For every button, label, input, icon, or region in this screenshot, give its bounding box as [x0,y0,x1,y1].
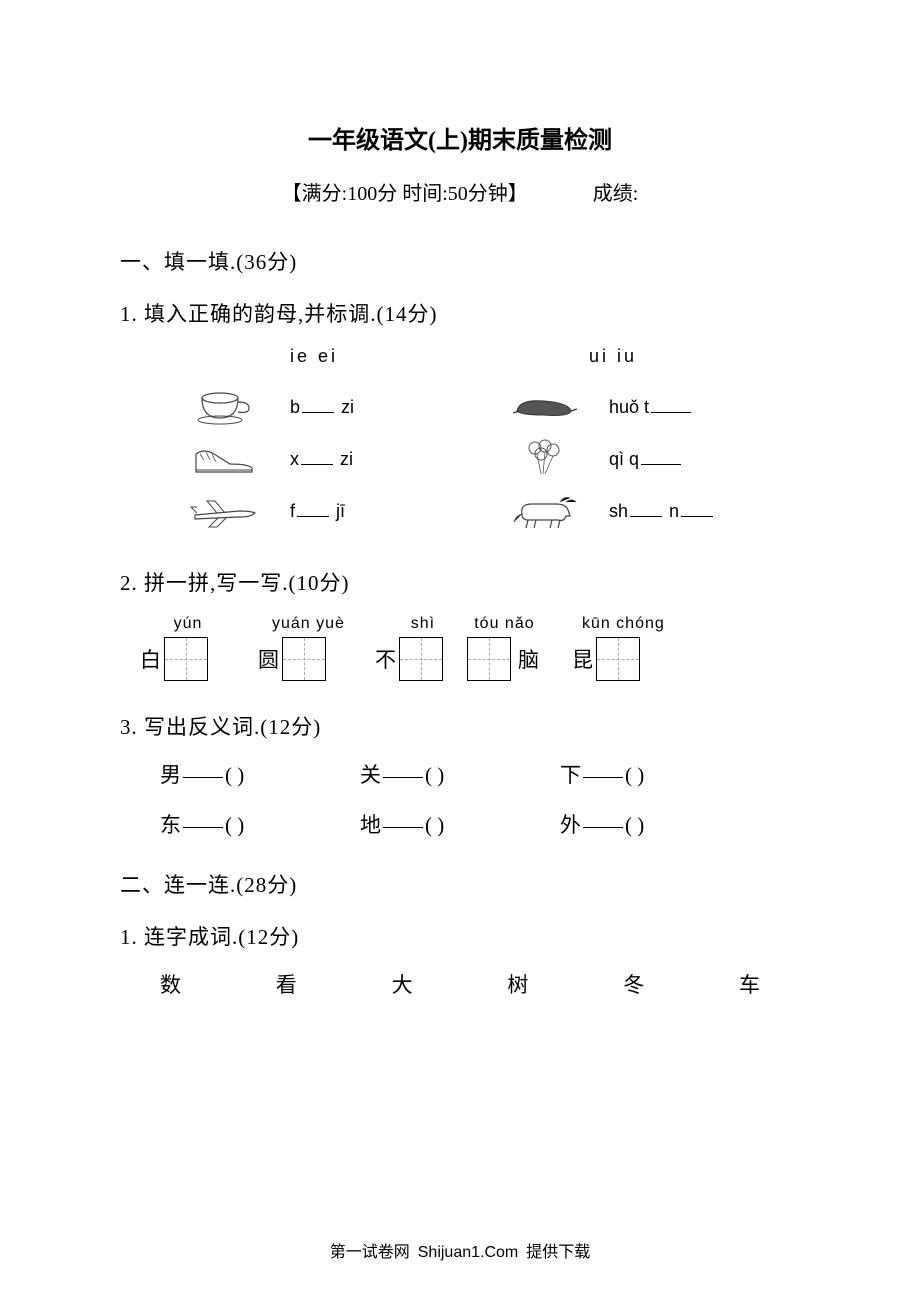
lead-char: 不 [375,644,396,674]
connect-char: 树 [507,969,528,999]
q1-container: ie ei ui iu b zi huǒ t [120,346,800,537]
char-box[interactable] [282,637,326,681]
q1-left-header: ie ei [180,346,499,367]
trail-char: 脑 [518,644,539,674]
q1-right-row1-text: huǒ t [589,397,693,418]
s2-question-1-header: 1. 连字成词.(12分) [120,921,800,951]
connect-char: 数 [160,969,181,999]
balloons-icon [499,438,589,480]
q1-left-row1-text: b zi [270,397,354,418]
question-2-header: 2. 拼一拼,写一写.(10分) [120,567,800,597]
pinyin-text: shì [411,615,435,633]
q1-left-row3-text: f jī [270,501,345,522]
s2-row: 数 看 大 树 冬 车 [120,969,800,999]
q1-right-header: ui iu [499,346,760,367]
char-box[interactable] [596,637,640,681]
lead-char: 圆 [258,644,279,674]
char-box[interactable] [399,637,443,681]
pinyin-text: kūn chóng [582,615,665,633]
pinyin-text: yuán yuè [272,615,345,633]
antonym-item: 男( ) [160,759,360,789]
section-2-header: 二、连一连.(28分) [120,869,800,899]
char-box[interactable] [164,637,208,681]
blank-input[interactable] [641,449,681,465]
blank-input[interactable] [681,501,713,517]
q1-right-row3-text: sh n [589,501,715,522]
shoe-icon [180,438,270,480]
score-label: 成绩: [593,183,639,205]
antonym-item: 外( ) [560,809,760,839]
section-1-header: 一、填一填.(36分) [120,246,800,276]
lead-char: 白 [140,644,161,674]
blank-input[interactable] [301,449,333,465]
q1-right-row2-text: qì q [589,449,683,470]
char-box[interactable] [467,637,511,681]
buffalo-icon [499,490,589,532]
q1-left-row2-text: x zi [270,449,353,470]
q2-container: yún 白 yuán yuè 圆 shì 不 [120,615,800,681]
antonym-item: 地( ) [360,809,560,839]
blank-input[interactable] [630,501,662,517]
blank-input[interactable] [297,501,329,517]
cup-icon [180,386,270,428]
question-3-header: 3. 写出反义词.(12分) [120,711,800,741]
connect-char: 车 [739,969,760,999]
connect-char: 看 [276,969,297,999]
page-footer: 第一试卷网 Shijuan1.Com 提供下载 [0,1238,920,1262]
antonym-item: 东( ) [160,809,360,839]
lead-char: 昆 [572,644,593,674]
pinyin-text: yún [174,615,203,633]
connect-char: 冬 [623,969,644,999]
exam-info: 【满分:100分 时间:50分钟】 [282,183,528,205]
exam-subtitle: 【满分:100分 时间:50分钟】 成绩: [120,177,800,206]
question-1-header: 1. 填入正确的韵母,并标调.(14分) [120,298,800,328]
antonym-item: 下( ) [560,759,760,789]
airplane-icon [180,490,270,532]
pinyin-text: tóu nǎo [474,615,534,633]
exam-title: 一年级语文(上)期末质量检测 [120,120,800,155]
sausage-icon [499,386,589,428]
connect-char: 大 [392,969,413,999]
antonym-item: 关( ) [360,759,560,789]
blank-input[interactable] [302,397,334,413]
q3-container: 男( ) 关( ) 下( ) 东( ) 地( ) 外( ) [120,759,800,839]
blank-input[interactable] [651,397,691,413]
